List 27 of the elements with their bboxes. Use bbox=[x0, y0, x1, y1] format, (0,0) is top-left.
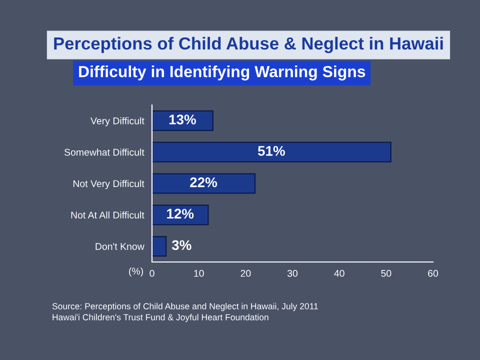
x-axis-title: (%) bbox=[129, 267, 143, 277]
x-tick-label: 10 bbox=[194, 270, 204, 277]
text: Hawai'i Children's Trust Fund & Joyful Heart Foundation bbox=[52, 314, 268, 322]
x-tick-label: 0 bbox=[150, 270, 154, 277]
x-tick-label: 30 bbox=[287, 270, 298, 277]
bar bbox=[152, 110, 214, 131]
x-tick-label: 20 bbox=[240, 270, 251, 277]
y-tick-label: Somewhat Difficult bbox=[64, 148, 144, 156]
chart-title: Perceptions of Child Abuse & Neglect in Hawaii bbox=[54, 36, 443, 54]
source-note: Source: Perceptions of Child Abuse and Neglect in Hawaii, July 2011 bbox=[52, 302, 318, 312]
chart-subtitle: Difficulty in Identifying Warning Signs bbox=[79, 66, 366, 80]
bar bbox=[152, 173, 256, 194]
y-tick-label: Not Very Difficult bbox=[73, 180, 144, 190]
y-tick-label: Very Difficult bbox=[90, 117, 144, 126]
bar bbox=[152, 142, 392, 162]
y-tick-label: Don't Know bbox=[96, 243, 144, 250]
x-tick-label: 40 bbox=[334, 270, 344, 277]
data-label: 3% bbox=[172, 240, 192, 250]
data-label: 22% bbox=[190, 177, 218, 188]
data-label: 51% bbox=[258, 146, 285, 156]
data-label: 13% bbox=[169, 114, 196, 124]
data-label: 12% bbox=[167, 208, 194, 219]
bar bbox=[152, 236, 167, 257]
y-tick-label: Not At All Difficult bbox=[71, 211, 144, 219]
bar bbox=[152, 204, 209, 226]
x-tick-label: 50 bbox=[381, 270, 392, 277]
x-tick-label: 60 bbox=[428, 270, 438, 277]
